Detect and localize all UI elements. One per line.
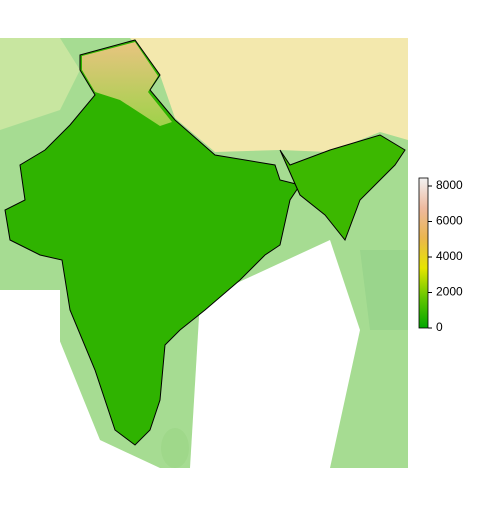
tick-label: 2000 xyxy=(436,285,463,299)
colorbar: 0 2000 4000 6000 8000 xyxy=(418,177,463,334)
myanmar xyxy=(360,250,408,330)
sri-lanka xyxy=(161,428,189,468)
sea xyxy=(190,240,360,468)
tick-label: 8000 xyxy=(436,178,463,192)
tibet-plateau xyxy=(130,38,408,152)
sea xyxy=(0,292,160,468)
colorbar-fill xyxy=(418,177,429,329)
tick-label: 0 xyxy=(436,320,443,334)
afghanistan xyxy=(0,38,80,130)
tick-label: 6000 xyxy=(436,214,463,228)
tick-label: 4000 xyxy=(436,249,463,263)
india xyxy=(4,39,301,446)
himalaya xyxy=(82,42,172,126)
india-northeast xyxy=(279,134,406,241)
